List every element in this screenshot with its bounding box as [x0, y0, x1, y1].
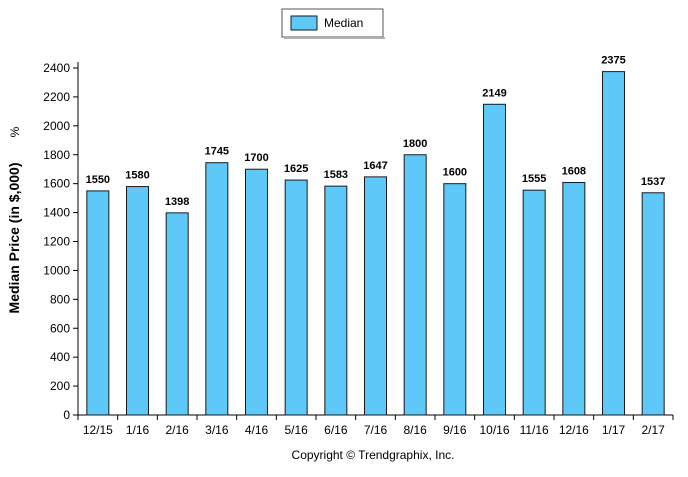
bar [443, 183, 467, 416]
bar [562, 182, 586, 416]
bar [522, 189, 546, 416]
x-tick-label: 11/16 [520, 423, 549, 437]
x-tick-label: 8/16 [403, 423, 427, 437]
y-tick-label: 1000 [43, 263, 70, 277]
data-label: 1398 [165, 196, 189, 208]
data-label: 1550 [86, 174, 110, 186]
bar [205, 162, 229, 416]
y-tick-label: 2200 [43, 90, 70, 104]
data-label: 1537 [641, 176, 665, 188]
y-tick-label: 1400 [43, 206, 70, 220]
bar [324, 185, 348, 416]
data-label: 1580 [125, 170, 149, 182]
bar [165, 212, 189, 416]
bar [86, 190, 110, 416]
y-tick-label: 200 [50, 379, 70, 393]
x-tick-label: 6/16 [324, 423, 348, 437]
y-tick-label: 2000 [43, 119, 70, 133]
y-ticks: 0 200 400 600 800 1000 1200 1400 1600 1800 2000 220… [43, 61, 78, 422]
bar [403, 154, 427, 416]
data-label: 1745 [205, 146, 229, 158]
x-tick-label: 5/16 [284, 423, 308, 437]
bar [364, 176, 387, 416]
y-tick-label: 1200 [43, 235, 70, 249]
y-axis-label-suffix: % [8, 126, 22, 137]
legend-box-shadow [284, 37, 385, 39]
bar [284, 179, 308, 416]
x-tick-label: 1/16 [126, 423, 150, 437]
x-tick-label: 3/16 [205, 423, 229, 437]
bars [86, 71, 665, 416]
bar [483, 103, 506, 416]
legend-label: Median [324, 16, 363, 30]
x-tick-label: 2/16 [165, 423, 189, 437]
x-tick-label: 10/16 [479, 423, 509, 437]
x-tick-label: 9/16 [443, 423, 467, 437]
data-label: 1647 [363, 160, 387, 172]
data-label: 1608 [562, 166, 586, 178]
x-ticks: 12/15 1/16 2/16 3/16 4/16 5/16 6/16 7/16 8/16 9/1… [77, 415, 674, 437]
data-label: 1600 [443, 167, 467, 179]
data-label: 1583 [324, 169, 348, 181]
legend: Median [281, 8, 385, 39]
y-tick-label: 2400 [43, 61, 70, 75]
bar [641, 192, 665, 416]
copyright-footer: Copyright © Trendgraphix, Inc. [292, 448, 455, 462]
y-tick-label: 1800 [43, 148, 70, 162]
data-label: 2149 [482, 87, 506, 99]
bar [245, 168, 268, 416]
x-tick-label: 4/16 [245, 423, 269, 437]
data-label: 1555 [522, 173, 546, 185]
data-label: 2375 [601, 55, 625, 67]
y-tick-label: 800 [50, 292, 70, 306]
legend-swatch [290, 15, 318, 31]
data-label: 1800 [403, 138, 427, 150]
bar [126, 186, 149, 416]
x-tick-label: 12/15 [83, 423, 113, 437]
x-tick-label: 1/17 [602, 423, 626, 437]
x-tick-label: 2/17 [641, 423, 665, 437]
bar [602, 71, 625, 416]
y-axis-label: Median Price (in $,000) [6, 163, 22, 314]
y-tick-label: 1600 [43, 177, 70, 191]
x-tick-label: 12/16 [559, 423, 589, 437]
x-tick-label: 7/16 [364, 423, 388, 437]
data-labels: 1550 1580 1398 1745 1700 1625 1583 1647 1800 1600… [86, 55, 666, 208]
y-tick-label: 400 [50, 350, 70, 364]
y-tick-label: 0 [63, 408, 70, 422]
data-label: 1625 [284, 163, 308, 175]
data-label: 1700 [244, 152, 268, 164]
y-tick-label: 600 [50, 321, 70, 335]
